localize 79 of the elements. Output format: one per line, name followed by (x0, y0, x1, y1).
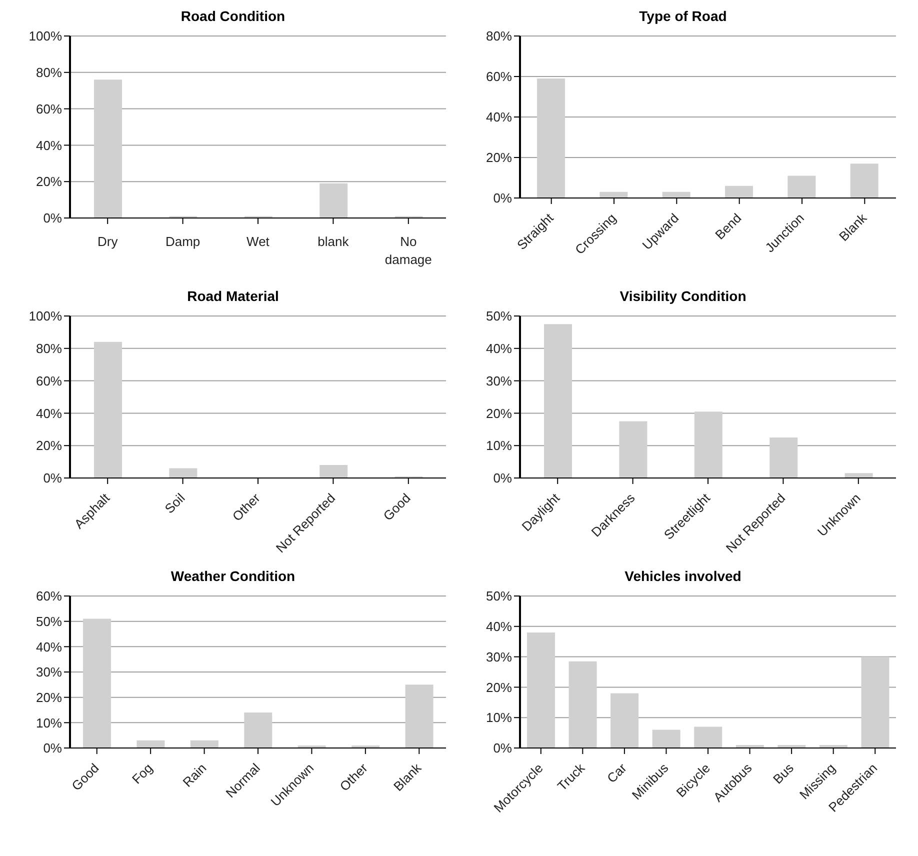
y-tick-label: 30% (486, 373, 512, 388)
y-tick-label: 30% (486, 649, 512, 664)
bar (190, 740, 218, 748)
x-tick-label: blank (318, 234, 350, 249)
y-tick-label: 40% (36, 406, 62, 421)
bar (662, 192, 690, 198)
y-tick-label: 40% (486, 341, 512, 356)
bar (619, 421, 648, 478)
bar (694, 726, 722, 748)
y-tick-label: 40% (486, 110, 512, 125)
y-tick-label: 80% (36, 65, 62, 80)
x-tick-label: Wet (246, 234, 270, 249)
y-tick-label: 60% (36, 588, 62, 604)
y-tick-label: 0% (493, 470, 512, 486)
bar (694, 412, 722, 478)
bar (94, 342, 122, 478)
chart-title: Type of Road (638, 8, 728, 26)
y-tick-label: 0% (493, 190, 512, 206)
bar (83, 618, 111, 748)
y-tick-label: 50% (486, 308, 512, 324)
y-tick-label: 20% (36, 174, 62, 190)
y-tick-label: 0% (43, 210, 62, 226)
bar (527, 632, 555, 748)
y-tick-label: 60% (36, 373, 62, 388)
chart-title: Road Material (186, 288, 280, 306)
y-tick-label: 60% (486, 69, 512, 84)
bar (320, 183, 348, 218)
bar (770, 438, 798, 478)
bar (169, 468, 198, 478)
y-tick-label: 10% (36, 715, 62, 730)
y-tick-label: 0% (493, 740, 512, 756)
y-tick-label: 20% (486, 150, 512, 166)
bar (600, 192, 628, 198)
bar (320, 465, 348, 478)
bar (610, 693, 639, 748)
y-tick-label: 50% (36, 614, 62, 629)
y-tick-label: 100% (28, 28, 62, 44)
x-tick-label: Car (604, 760, 630, 786)
y-tick-label: 0% (43, 470, 62, 486)
bar (725, 186, 753, 198)
chart-title: Weather Condition (170, 568, 296, 586)
y-tick-label: 100% (28, 308, 62, 324)
y-tick-label: 10% (486, 710, 512, 726)
bar (844, 473, 873, 478)
y-tick-label: 60% (36, 101, 62, 116)
x-tick-label: Fog (129, 760, 156, 787)
y-tick-label: 0% (43, 740, 62, 756)
bar (652, 730, 680, 748)
x-tick-label: Bus (770, 760, 797, 787)
y-tick-label: 10% (486, 438, 512, 454)
bar (544, 324, 572, 478)
x-tick-label: Rain (180, 760, 210, 790)
bar (94, 80, 122, 218)
y-tick-label: 50% (486, 588, 512, 604)
y-tick-label: 20% (486, 680, 512, 695)
y-tick-label: 20% (486, 406, 512, 421)
y-tick-label: 80% (36, 341, 62, 356)
x-tick-label: Dry (97, 234, 118, 249)
chart-title: Vehicles involved (624, 568, 742, 586)
bar (788, 176, 816, 198)
bar (568, 661, 597, 748)
x-tick-label: No damage (384, 234, 432, 267)
bar (850, 164, 878, 198)
y-tick-label: 40% (36, 639, 62, 654)
y-tick-label: 40% (486, 619, 512, 634)
x-tick-label: Soil (162, 490, 188, 516)
y-tick-label: 20% (36, 438, 62, 454)
y-tick-label: 20% (36, 690, 62, 705)
y-tick-label: 80% (486, 28, 512, 44)
chart-title: Road Condition (180, 8, 286, 26)
chart-title: Visibility Condition (618, 288, 748, 306)
y-tick-label: 30% (36, 664, 62, 680)
bar (861, 656, 890, 748)
bar (136, 740, 165, 748)
x-tick-label: Damp (165, 234, 200, 249)
bar (405, 684, 434, 748)
y-tick-label: 40% (36, 138, 62, 153)
bar (537, 78, 565, 198)
bar (244, 712, 272, 748)
